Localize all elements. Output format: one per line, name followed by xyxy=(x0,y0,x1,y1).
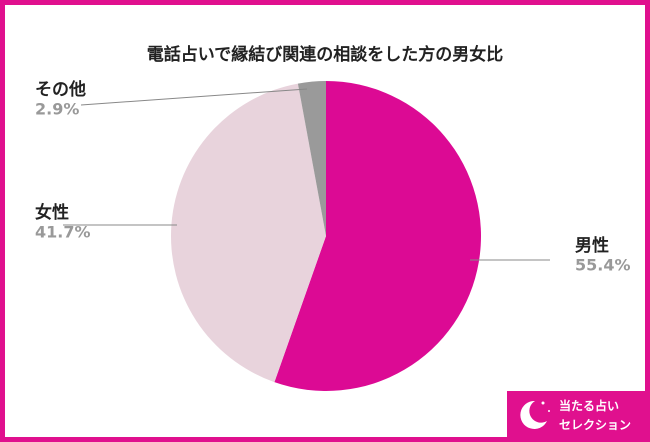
logo-text: セレクション xyxy=(559,418,632,432)
logo: 当たる占い セレクション xyxy=(507,391,645,437)
slice-name: 女性 xyxy=(35,202,69,223)
pie-slice xyxy=(274,81,481,391)
logo-icon xyxy=(520,400,550,429)
star-icon xyxy=(541,401,545,405)
slice-value-label: 41.7% xyxy=(35,223,91,242)
moon-icon xyxy=(520,400,547,429)
slice-name: 男性 xyxy=(575,235,609,256)
pie-slice xyxy=(297,81,326,236)
slice-name: その他 xyxy=(35,79,86,100)
logo-text: 当たる占い xyxy=(559,399,620,413)
leader-line xyxy=(80,88,308,106)
pie-slice xyxy=(171,83,326,383)
slice-value-label: 2.9% xyxy=(35,100,79,119)
slice-value-label: 55.4% xyxy=(575,256,631,275)
chart-title: 電話占いで縁結び関連の相談をした方の男女比 xyxy=(147,44,504,65)
star-icon xyxy=(548,410,550,412)
